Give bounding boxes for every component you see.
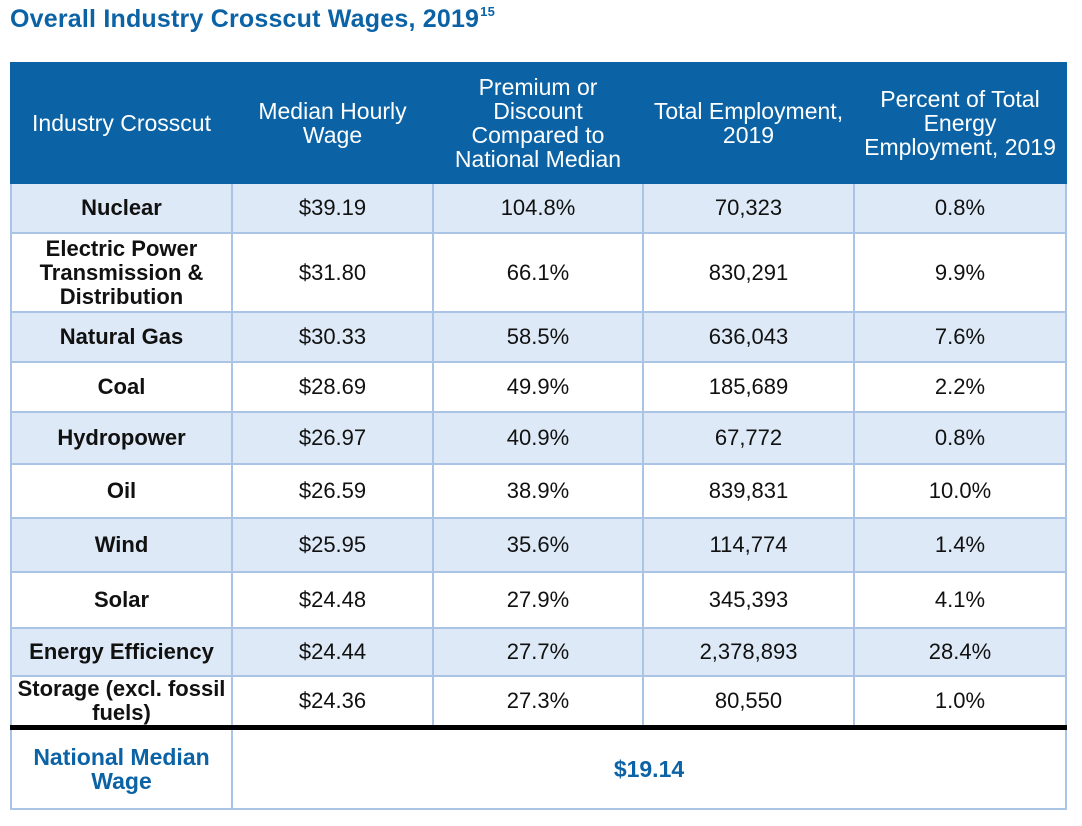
cell-premium: 27.9% (432, 571, 644, 629)
cell-wage: $24.48 (231, 571, 434, 629)
table-row: Energy Efficiency $24.44 27.7% 2,378,893… (10, 627, 1067, 677)
cell-premium: 66.1% (432, 232, 644, 313)
cell-premium: 49.9% (432, 361, 644, 413)
header-total-employment: Total Employment, 2019 (642, 62, 855, 184)
table-row: Hydropower $26.97 40.9% 67,772 0.8% (10, 411, 1067, 465)
national-median-value: $19.14 (231, 726, 1067, 810)
cell-wage: $28.69 (231, 361, 434, 413)
wages-table: Industry Crosscut Median Hourly Wage Pre… (10, 62, 1067, 810)
header-premium-discount: Premium or Discount Compared to National… (432, 62, 644, 184)
table-row: Wind $25.95 35.6% 114,774 1.4% (10, 517, 1067, 573)
cell-wage: $39.19 (231, 182, 434, 234)
header-percent-total-energy: Percent of Total Energy Employment, 2019 (853, 62, 1067, 184)
cell-wage: $24.36 (231, 675, 434, 730)
cell-industry: Solar (10, 571, 233, 629)
table-row: Coal $28.69 49.9% 185,689 2.2% (10, 361, 1067, 413)
cell-percent: 2.2% (853, 361, 1067, 413)
table-row: Electric Power Transmission & Distributi… (10, 232, 1067, 313)
cell-percent: 10.0% (853, 463, 1067, 519)
page-title: Overall Industry Crosscut Wages, 201915 (10, 4, 495, 34)
table-row: Nuclear $39.19 104.8% 70,323 0.8% (10, 182, 1067, 234)
cell-premium: 40.9% (432, 411, 644, 465)
header-industry-crosscut: Industry Crosscut (10, 62, 233, 184)
cell-percent: 28.4% (853, 627, 1067, 677)
cell-industry: Hydropower (10, 411, 233, 465)
national-median-label: National Median Wage (10, 726, 233, 810)
cell-industry: Nuclear (10, 182, 233, 234)
table-row: Oil $26.59 38.9% 839,831 10.0% (10, 463, 1067, 519)
table-row: Natural Gas $30.33 58.5% 636,043 7.6% (10, 311, 1067, 363)
cell-premium: 38.9% (432, 463, 644, 519)
cell-industry: Coal (10, 361, 233, 413)
cell-employment: 114,774 (642, 517, 855, 573)
cell-percent: 4.1% (853, 571, 1067, 629)
cell-wage: $26.59 (231, 463, 434, 519)
cell-wage: $31.80 (231, 232, 434, 313)
cell-industry: Natural Gas (10, 311, 233, 363)
cell-employment: 830,291 (642, 232, 855, 313)
cell-premium: 27.3% (432, 675, 644, 730)
cell-percent: 0.8% (853, 411, 1067, 465)
header-median-hourly-wage: Median Hourly Wage (231, 62, 434, 184)
cell-employment: 839,831 (642, 463, 855, 519)
cell-employment: 2,378,893 (642, 627, 855, 677)
cell-wage: $26.97 (231, 411, 434, 465)
title-text: Overall Industry Crosscut Wages, 2019 (10, 5, 480, 33)
table-row: Storage (excl. fossil fuels) $24.36 27.3… (10, 675, 1067, 730)
cell-premium: 35.6% (432, 517, 644, 573)
national-median-row: National Median Wage $19.14 (10, 726, 1067, 810)
cell-premium: 27.7% (432, 627, 644, 677)
cell-employment: 185,689 (642, 361, 855, 413)
cell-percent: 1.0% (853, 675, 1067, 730)
cell-employment: 67,772 (642, 411, 855, 465)
cell-percent: 9.9% (853, 232, 1067, 313)
cell-employment: 345,393 (642, 571, 855, 629)
cell-industry: Energy Efficiency (10, 627, 233, 677)
cell-wage: $25.95 (231, 517, 434, 573)
cell-industry: Wind (10, 517, 233, 573)
title-footnote: 15 (480, 4, 496, 19)
table-row: Solar $24.48 27.9% 345,393 4.1% (10, 571, 1067, 629)
cell-employment: 70,323 (642, 182, 855, 234)
cell-wage: $30.33 (231, 311, 434, 363)
cell-industry: Storage (excl. fossil fuels) (10, 675, 233, 730)
cell-industry: Oil (10, 463, 233, 519)
cell-industry: Electric Power Transmission & Distributi… (10, 232, 233, 313)
cell-percent: 7.6% (853, 311, 1067, 363)
cell-percent: 1.4% (853, 517, 1067, 573)
cell-employment: 80,550 (642, 675, 855, 730)
cell-premium: 58.5% (432, 311, 644, 363)
table-header-row: Industry Crosscut Median Hourly Wage Pre… (10, 62, 1067, 184)
cell-wage: $24.44 (231, 627, 434, 677)
cell-employment: 636,043 (642, 311, 855, 363)
cell-premium: 104.8% (432, 182, 644, 234)
cell-percent: 0.8% (853, 182, 1067, 234)
